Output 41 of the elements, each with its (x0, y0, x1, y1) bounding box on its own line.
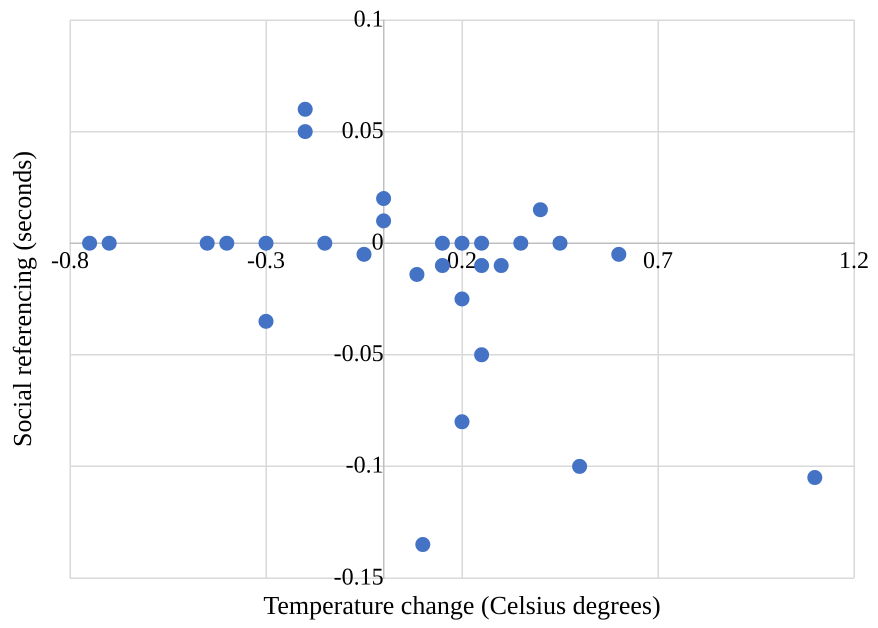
point (298, 102, 313, 117)
point (317, 236, 332, 251)
point (258, 236, 274, 251)
point (474, 258, 490, 274)
y-tick-label: 0.1 (354, 6, 384, 32)
y-tick-label: -0.05 (334, 341, 384, 368)
y-tick-label: 0 (372, 229, 384, 256)
x-tick-label: 0.2 (447, 248, 477, 274)
point (474, 236, 490, 251)
y-tick-label: -0.15 (334, 564, 384, 590)
y-tick-label: -0.1 (346, 452, 384, 479)
point (513, 236, 528, 251)
point (102, 236, 117, 251)
point (219, 236, 234, 251)
y-axis-title: Social referencing (seconds) (8, 151, 37, 447)
point (807, 470, 822, 486)
point (376, 213, 392, 228)
point (415, 537, 430, 552)
x-axis-title: Temperature change (Celsius degrees) (263, 590, 661, 620)
point (376, 191, 392, 206)
point (434, 236, 450, 251)
x-tick-label: 0.7 (643, 248, 673, 274)
x-tick-label: -0.8 (51, 248, 89, 274)
point (356, 246, 372, 262)
point (532, 202, 548, 218)
point (494, 258, 509, 274)
point (611, 246, 626, 262)
point (200, 236, 215, 251)
point (82, 236, 98, 251)
point (454, 414, 470, 430)
point (552, 236, 568, 251)
y-tick-label: 0.05 (342, 118, 384, 144)
x-tick-label: 1.2 (839, 248, 869, 274)
x-tick-label: -0.3 (247, 248, 285, 274)
point (572, 458, 588, 474)
point (454, 292, 470, 306)
point (409, 266, 424, 282)
point (454, 236, 470, 251)
point (298, 124, 313, 140)
point (474, 347, 490, 362)
point (258, 314, 274, 329)
